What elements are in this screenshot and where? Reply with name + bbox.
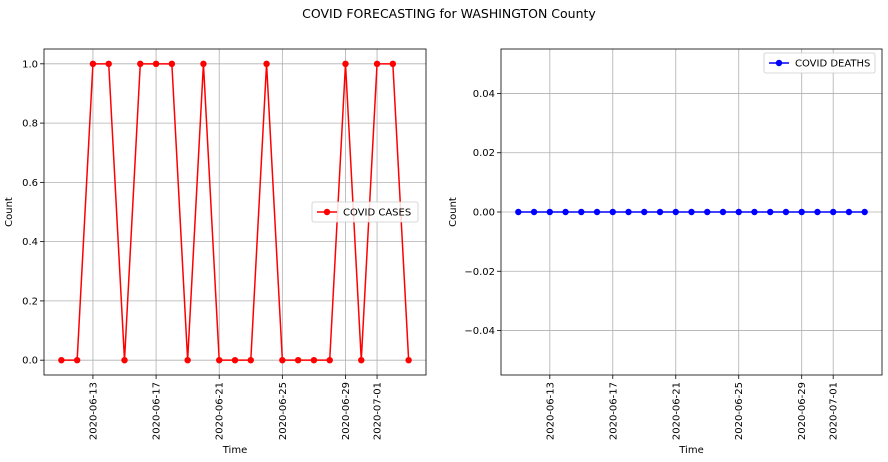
legend: COVID DEATHS [763, 52, 876, 74]
data-point [231, 356, 239, 364]
legend-label: COVID DEATHS [795, 59, 870, 70]
data-point [263, 60, 270, 68]
y-axis-label: Count [448, 197, 459, 227]
data-point [798, 208, 805, 216]
data-point [200, 60, 207, 68]
data-point [578, 208, 585, 216]
data-point [704, 208, 711, 216]
legend-box [763, 52, 876, 74]
x-axis-label: Time [222, 445, 247, 456]
data-point [641, 208, 648, 216]
data-point [152, 60, 160, 68]
x-tick-label: 2020-06-25 [278, 382, 289, 440]
data-point [515, 208, 522, 216]
x-tick-label: 2020-06-17 [152, 382, 163, 440]
data-point [814, 208, 821, 216]
y-tick-label: 0.2 [22, 296, 38, 307]
data-point [373, 60, 381, 68]
data-point [342, 60, 349, 68]
data-point [593, 208, 601, 216]
axes-frame [43, 48, 427, 376]
data-point [184, 356, 191, 364]
y-axis-label: Count [4, 197, 15, 227]
y-tick-label: 0.6 [22, 178, 38, 189]
x-tick-label: 2020-06-29 [797, 382, 808, 440]
legend: COVID CASES [311, 201, 419, 223]
chart-panel-1: 2020-06-13 2020-06-17 2020-06-21 2020-06-25… [4, 48, 427, 456]
y-tick-label: 0.00 [473, 208, 495, 219]
data-point [861, 208, 868, 216]
x-tick-label: 2020-06-13 [88, 382, 99, 440]
data-point [845, 208, 853, 216]
data-point [121, 356, 128, 364]
data-point [294, 356, 302, 364]
data-point [625, 208, 632, 216]
data-point [546, 208, 554, 216]
x-tick-label: 2020-07-01 [829, 382, 840, 440]
data-point [656, 208, 664, 216]
x-tick-label: 2020-06-25 [734, 382, 745, 440]
y-tick-label: 0.0 [22, 356, 38, 367]
data-point [168, 60, 176, 68]
data-point [358, 356, 365, 364]
x-tick-label: 2020-06-29 [341, 382, 352, 440]
legend-marker [323, 208, 331, 216]
legend-box [311, 201, 419, 223]
x-tick-label: 2020-06-21 [671, 382, 682, 440]
data-point [310, 356, 318, 364]
y-tick-label: 0.02 [473, 148, 495, 159]
x-tick-label: 2020-07-01 [373, 382, 384, 440]
figure-title: COVID FORECASTING for WASHINGTON County [302, 6, 596, 21]
y-tick-label: −0.02 [464, 267, 495, 278]
data-point [751, 208, 758, 216]
chart-panel-2: 2020-06-13 2020-06-17 2020-06-21 2020-06-25… [448, 48, 883, 456]
x-axis-label: Time [678, 445, 703, 456]
data-point [609, 208, 616, 216]
data-point [829, 208, 837, 216]
x-tick-label: 2020-06-17 [608, 382, 619, 440]
data-point [105, 60, 112, 68]
y-tick-label: −0.04 [464, 326, 495, 337]
data-point [719, 208, 727, 216]
data-point [326, 356, 333, 364]
data-point [688, 208, 695, 216]
data-point [73, 356, 81, 364]
data-point [767, 208, 774, 216]
data-point [247, 356, 254, 364]
y-tick-label: 0.8 [22, 119, 38, 130]
axes-frame [500, 48, 883, 376]
data-point [137, 60, 144, 68]
data-point [279, 356, 286, 364]
data-point [530, 208, 538, 216]
legend-label: COVID CASES [343, 208, 411, 219]
data-point [405, 356, 412, 364]
data-point [562, 208, 569, 216]
y-tick-label: 0.04 [473, 89, 495, 100]
legend-marker [775, 59, 783, 67]
data-point [58, 356, 65, 364]
y-tick-label: 1.0 [22, 59, 38, 70]
data-point [89, 60, 97, 68]
data-point [672, 208, 679, 216]
x-tick-label: 2020-06-21 [215, 382, 226, 440]
data-point [735, 208, 742, 216]
data-point [782, 208, 790, 216]
data-point [389, 60, 397, 68]
data-point [216, 356, 223, 364]
y-tick-label: 0.4 [22, 237, 38, 248]
x-tick-label: 2020-06-13 [545, 382, 556, 440]
